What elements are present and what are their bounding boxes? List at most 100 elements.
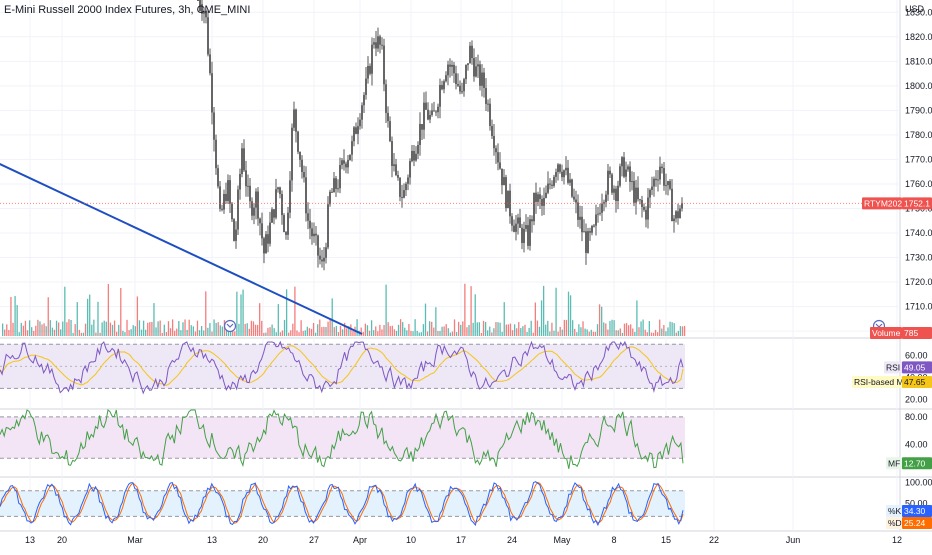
rsi-ma-line — [0, 345, 684, 386]
volume-bar — [385, 284, 387, 336]
volume-bar — [153, 303, 155, 336]
volume-bar — [261, 320, 263, 336]
volume-bar — [283, 319, 286, 336]
rsi-value-badge: 49.05 — [904, 362, 926, 372]
volume-bar — [431, 321, 433, 336]
volume-bar — [344, 322, 346, 336]
candle-body — [589, 231, 591, 233]
volume-bar — [513, 324, 516, 336]
trendline[interactable] — [0, 159, 363, 335]
candle-body — [199, 0, 201, 12]
volume-bar — [28, 320, 31, 336]
candle-body — [397, 175, 399, 178]
volume-bar — [37, 319, 39, 336]
volume-bar — [93, 319, 95, 336]
event-marker-icon[interactable] — [223, 319, 237, 333]
volume-bar — [124, 332, 126, 336]
mf-tick-label: 40.00 — [905, 439, 928, 449]
volume-bar — [489, 326, 491, 336]
candle-body — [211, 73, 213, 113]
volume-bar — [555, 287, 557, 336]
candle-body — [231, 203, 233, 220]
volume-bar — [43, 323, 45, 336]
volume-bar — [319, 319, 321, 336]
volume-bar — [57, 322, 60, 336]
candle-body — [653, 178, 655, 187]
volume-bar — [630, 324, 632, 336]
candle-body — [301, 159, 303, 173]
candle-body — [371, 44, 373, 74]
candle-body — [531, 219, 533, 222]
candle-body — [205, 10, 207, 18]
candle-body — [303, 172, 305, 178]
candle-body — [577, 202, 579, 220]
volume-bar — [596, 324, 599, 336]
volume-bar — [557, 331, 559, 336]
volume-bar — [418, 332, 420, 336]
price-tick-label: 1740.0 — [905, 228, 932, 238]
volume-bar — [128, 330, 130, 336]
volume-bar — [663, 325, 665, 336]
volume-bar — [414, 319, 416, 336]
candle-body — [379, 36, 381, 45]
candle-body — [209, 54, 211, 74]
volume-bar — [377, 331, 379, 336]
candle-body — [451, 64, 453, 67]
candle-body — [291, 127, 293, 181]
volume-bar — [327, 321, 329, 336]
candle-body — [285, 232, 287, 235]
candle-body — [415, 153, 417, 161]
volume-bar — [455, 332, 458, 336]
volume-bar — [572, 320, 574, 336]
volume-bar — [70, 320, 72, 336]
volume-bar — [219, 325, 221, 336]
time-tick-label: Apr — [353, 535, 367, 545]
volume-bar — [346, 328, 348, 336]
volume-bar — [298, 332, 300, 336]
volume-bar — [6, 324, 8, 336]
candle-body — [625, 169, 627, 177]
volume-bar — [20, 322, 22, 336]
volume-bar — [482, 320, 485, 336]
volume-bar — [105, 321, 107, 336]
d-label-badge: %D — [888, 518, 902, 528]
k-label-badge-bg — [886, 505, 902, 517]
volume-bar — [26, 330, 29, 336]
volume-bar — [132, 325, 134, 336]
volume-bar — [165, 332, 168, 336]
rsi-label-badge-bg — [884, 361, 902, 374]
volume-bar — [638, 327, 640, 336]
volume-bar — [677, 330, 680, 336]
last-price-badge: 1752.1 — [904, 198, 930, 208]
volume-bar — [76, 302, 78, 336]
candle-body — [367, 65, 369, 79]
volume-bar — [348, 326, 350, 336]
volume-bar — [74, 324, 76, 336]
volume-bar — [565, 319, 568, 336]
volume-bar — [598, 304, 601, 336]
candle-body — [673, 218, 675, 222]
candle-body — [583, 231, 585, 233]
volume-bar — [613, 320, 615, 336]
candle-body — [549, 183, 551, 185]
volume-bar — [109, 322, 112, 336]
candle-body — [279, 187, 281, 195]
candle-body — [533, 192, 535, 222]
candle-body — [329, 191, 331, 205]
candle-body — [357, 126, 359, 134]
volume-bar — [302, 330, 304, 336]
candle-body — [307, 213, 309, 221]
candle-body — [445, 75, 447, 82]
volume-bar — [360, 327, 362, 336]
volume-bar — [609, 320, 611, 336]
candle-body — [263, 238, 265, 254]
volume-bar — [209, 323, 211, 336]
volume-bar — [279, 332, 282, 336]
volume-bar — [155, 327, 157, 336]
currency-label: USD — [905, 4, 925, 14]
candle-body — [373, 42, 375, 45]
volume-value-badge: 785 — [904, 328, 918, 338]
volume-bar — [659, 319, 661, 336]
candle-body — [249, 185, 251, 202]
